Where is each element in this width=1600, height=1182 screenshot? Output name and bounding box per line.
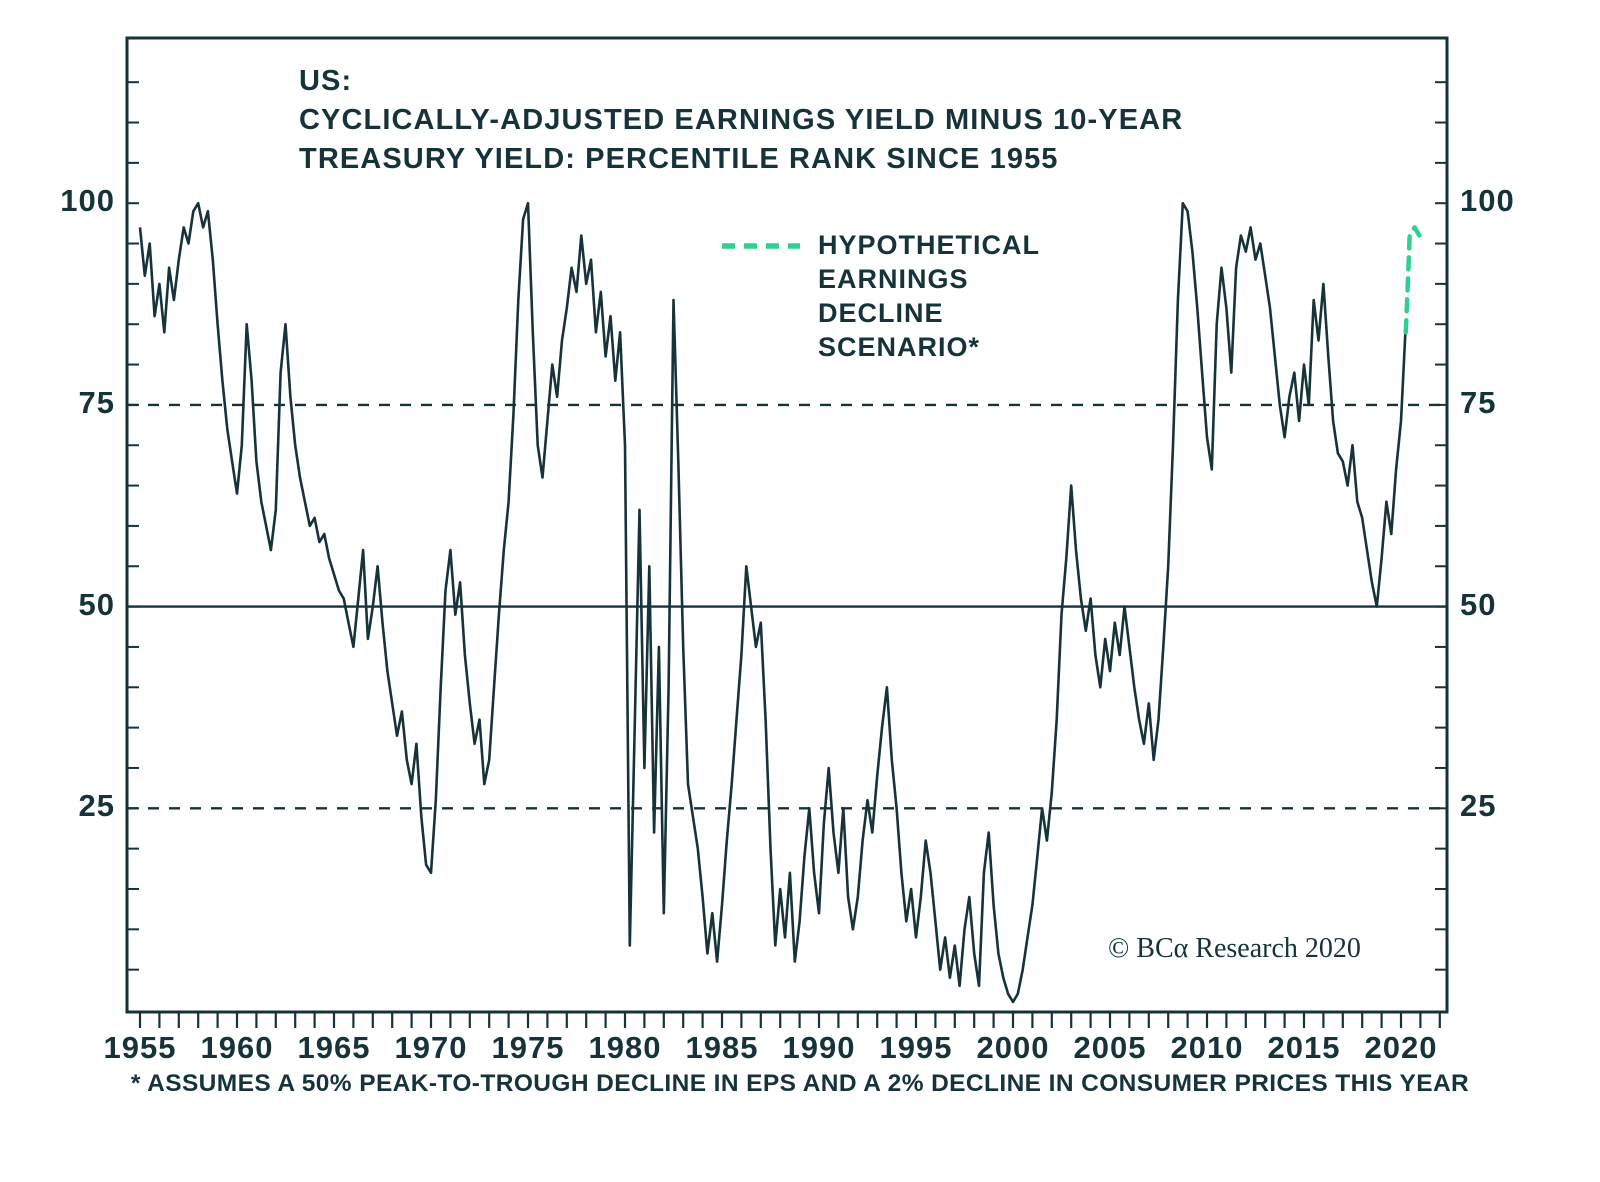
x-axis-label-1990: 1990 xyxy=(782,1030,856,1065)
y-axis-label-right-50: 50 xyxy=(1460,586,1497,622)
chart-title-line-3: TREASURY YIELD: PERCENTILE RANK SINCE 19… xyxy=(299,143,1059,175)
legend-line-3: DECLINE xyxy=(818,298,944,328)
chart-title-line-2: CYCLICALLY-ADJUSTED EARNINGS YIELD MINUS… xyxy=(299,104,1184,136)
legend-line-1: HYPOTHETICAL xyxy=(818,230,1041,260)
x-axis-label-1960: 1960 xyxy=(200,1030,274,1065)
x-axis-label-1975: 1975 xyxy=(491,1030,565,1065)
x-axis-label-1985: 1985 xyxy=(685,1030,759,1065)
y-axis-label-left-25: 25 xyxy=(78,788,115,824)
x-axis-label-2000: 2000 xyxy=(976,1030,1050,1065)
scenario-legend: HYPOTHETICAL EARNINGS DECLINE SCENARIO* xyxy=(720,228,1040,364)
chart-title: US: CYCLICALLY-ADJUSTED EARNINGS YIELD M… xyxy=(299,62,1183,179)
footnote: * ASSUMES A 50% PEAK-TO-TROUGH DECLINE I… xyxy=(130,1070,1470,1097)
plot-border xyxy=(125,36,1449,1014)
y-axis-label-right-100: 100 xyxy=(1460,183,1515,219)
legend-line-4: SCENARIO* xyxy=(818,332,981,362)
x-axis-label-1965: 1965 xyxy=(297,1030,371,1065)
x-axis-label-2005: 2005 xyxy=(1073,1030,1147,1065)
x-axis-label-1980: 1980 xyxy=(588,1030,662,1065)
y-axis-label-left-50: 50 xyxy=(78,586,115,622)
chart-title-line-1: US: xyxy=(299,65,353,97)
x-axis-label-1955: 1955 xyxy=(103,1030,177,1065)
legend-line-2: EARNINGS xyxy=(818,264,969,294)
x-axis-label-1970: 1970 xyxy=(394,1030,468,1065)
y-axis-label-left-75: 75 xyxy=(78,384,115,420)
x-axis-label-1995: 1995 xyxy=(879,1030,953,1065)
scenario-legend-label: HYPOTHETICAL EARNINGS DECLINE SCENARIO* xyxy=(818,228,1040,364)
percentile-rank-line xyxy=(138,201,1408,1004)
y-axis-label-left-100: 100 xyxy=(60,183,115,219)
y-axis-label-right-75: 75 xyxy=(1460,384,1497,420)
x-axis-label-2020: 2020 xyxy=(1364,1030,1438,1065)
x-axis-label-2010: 2010 xyxy=(1170,1030,1244,1065)
dashed-line-swatch xyxy=(722,243,800,249)
hypothetical-scenario-line xyxy=(1403,225,1422,335)
bca-research-watermark: © BCα Research 2020 xyxy=(1108,933,1361,964)
y-axis-label-right-25: 25 xyxy=(1460,788,1497,824)
x-axis-label-2015: 2015 xyxy=(1267,1030,1341,1065)
